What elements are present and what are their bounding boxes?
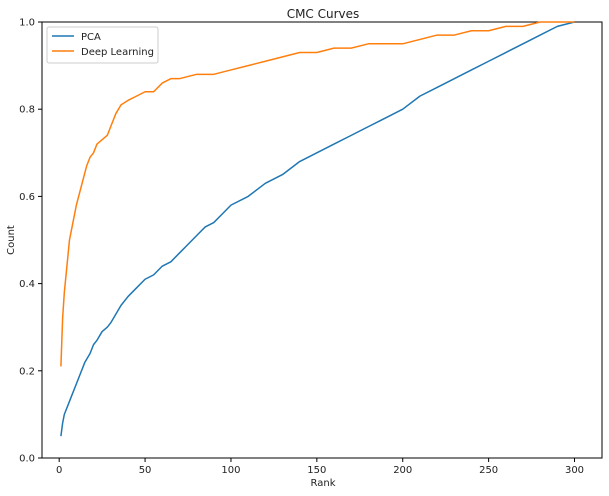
x-tick-label: 200	[393, 465, 412, 476]
x-tick-label: 0	[56, 465, 62, 476]
series-line-deep-learning	[60, 21, 575, 367]
y-tick-label: 1.0	[19, 18, 35, 29]
legend-label-pca: PCA	[81, 32, 101, 43]
y-tick-label: 0.6	[19, 192, 35, 203]
x-tick-label: 300	[565, 465, 584, 476]
legend-label-deep-learning: Deep Learning	[81, 47, 154, 58]
series-lines	[60, 21, 575, 437]
x-tick-label: 100	[221, 465, 240, 476]
legend: PCA Deep Learning	[46, 26, 159, 64]
y-tick-label: 0.8	[19, 105, 35, 116]
y-tick-label: 0.0	[19, 454, 35, 465]
x-tick-label: 50	[139, 465, 152, 476]
y-tick-label: 0.2	[19, 366, 35, 377]
y-axis-label: Count	[6, 225, 17, 255]
y-axis-ticks: 0.0 0.2 0.4 0.6 0.8 1.0	[19, 18, 42, 465]
x-axis-label: Rank	[311, 478, 336, 489]
x-axis-ticks: 0 50 100 150 200 250 300	[56, 458, 584, 476]
legend-box	[46, 26, 159, 64]
chart-title: CMC Curves	[287, 7, 360, 21]
x-tick-label: 250	[479, 465, 498, 476]
y-tick-label: 0.4	[19, 279, 35, 290]
x-tick-label: 150	[307, 465, 326, 476]
series-line-pca	[60, 21, 575, 437]
plot-frame	[41, 21, 603, 459]
